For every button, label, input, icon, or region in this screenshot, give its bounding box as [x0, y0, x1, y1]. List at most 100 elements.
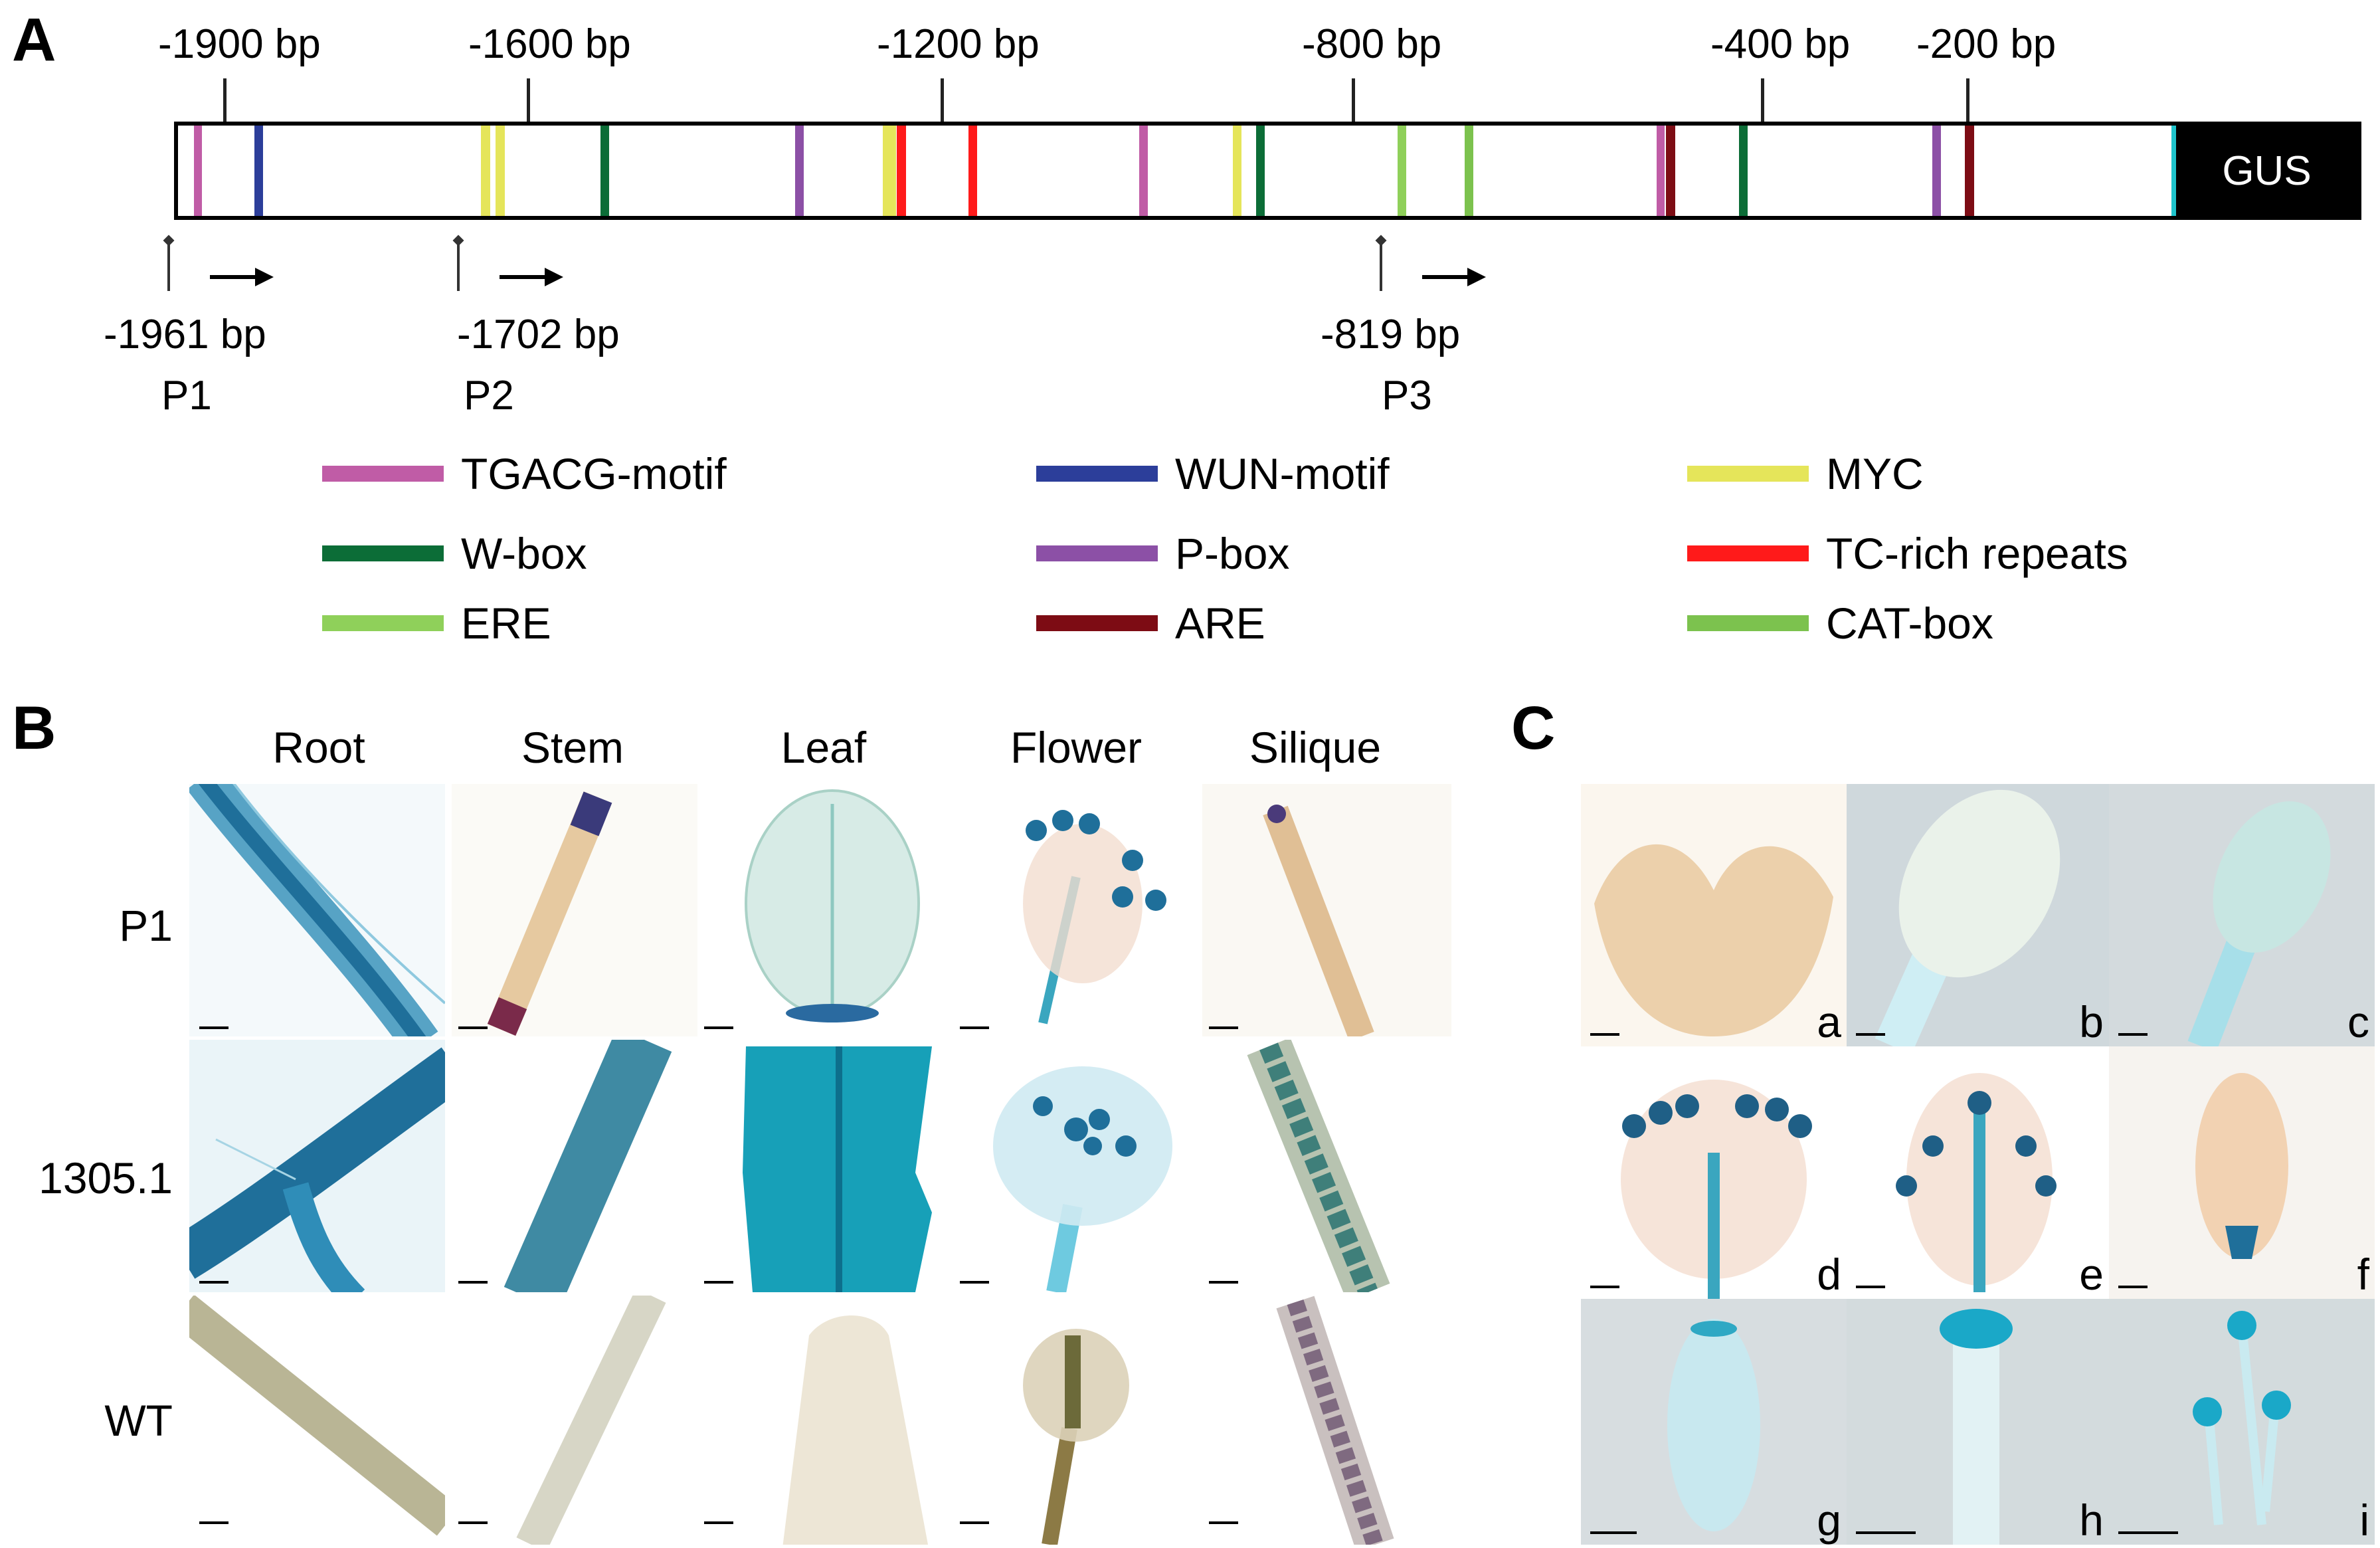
- p2-position: -1702 bp: [457, 312, 620, 357]
- p1-start-pin: [167, 241, 170, 291]
- photo-c-g: g: [1581, 1299, 1847, 1545]
- legend-pbox: P-box: [1036, 532, 1289, 575]
- scale-bar: [458, 1281, 488, 1284]
- legend-swatch: [1687, 545, 1809, 561]
- element-tgacg: [194, 126, 202, 216]
- scale-bar: [1856, 1033, 1885, 1036]
- coord-tick: [527, 78, 530, 124]
- scale-bar: [1856, 1286, 1885, 1288]
- coord-label-400: -400 bp: [1710, 21, 1851, 67]
- coord-label-800: -800 bp: [1302, 21, 1442, 67]
- photo-p1-flower: [950, 784, 1196, 1036]
- photo-c-c: c: [2109, 784, 2375, 1046]
- photo-p1-silique: [1202, 784, 1451, 1036]
- column-header-silique: Silique: [1249, 723, 1382, 772]
- legend-tc-rich: TC-rich repeats: [1687, 532, 2128, 575]
- legend-are: ARE: [1036, 601, 1265, 645]
- legend-label: P-box: [1175, 529, 1290, 578]
- element-wbox: [1739, 126, 1748, 216]
- element-are: [1965, 126, 1974, 216]
- legend-label: ERE: [461, 599, 551, 648]
- legend-swatch: [322, 615, 444, 631]
- p1-position: -1961 bp: [104, 312, 266, 357]
- row-label-p1: P1: [119, 901, 173, 950]
- photo-wt-flower: [950, 1296, 1196, 1545]
- silique-image: [1247, 1040, 1390, 1292]
- scale-bar: [704, 1281, 733, 1284]
- element-ere: [1398, 126, 1406, 216]
- stamen-image: [2193, 1311, 2291, 1525]
- photo-c-i: i: [2109, 1299, 2375, 1545]
- element-catbox: [1465, 126, 1473, 216]
- photo-1305-leaf: [703, 1040, 949, 1292]
- sublabel-a: a: [1817, 997, 1841, 1046]
- coord-tick: [1966, 78, 1969, 124]
- column-header-leaf: Leaf: [780, 723, 867, 772]
- coord-label-1600: -1600 bp: [468, 21, 631, 67]
- column-header-stem: Stem: [521, 723, 624, 772]
- sublabel-c: c: [2347, 997, 2369, 1046]
- leaf-image: [745, 789, 920, 1022]
- column-header-root: Root: [272, 723, 365, 772]
- scale-bar: [1590, 1033, 1619, 1036]
- p2-name: P2: [464, 373, 514, 419]
- photo-c-e: e: [1847, 1046, 2109, 1299]
- coord-tick: [941, 78, 944, 124]
- panel-c-letter: C: [1511, 694, 1556, 762]
- pistil-image: [1940, 1309, 2013, 1545]
- flower-image: [1896, 1073, 2057, 1292]
- silique-image: [1263, 805, 1374, 1036]
- flower-image: [1023, 810, 1166, 1024]
- legend-label: ARE: [1175, 599, 1265, 648]
- photo-wt-root: [189, 1296, 445, 1545]
- photo-1305-root: [189, 1040, 445, 1292]
- photo-1305-flower: [950, 1040, 1196, 1292]
- legend-swatch: [1036, 466, 1158, 482]
- bud-image: [2195, 1073, 2288, 1259]
- photo-1305-stem: [452, 1040, 697, 1292]
- scale-bar: [458, 1026, 488, 1029]
- legend-label: TGACG-motif: [461, 449, 727, 498]
- p1-name: P1: [161, 373, 212, 419]
- scale-bar: [1590, 1286, 1619, 1288]
- scale-bar: [2118, 1286, 2148, 1288]
- root-image: [189, 1047, 445, 1292]
- photo-c-a: a: [1581, 784, 1847, 1046]
- photo-p1-root: [189, 784, 445, 1036]
- p2-direction-arrow: [500, 268, 563, 286]
- p3-start-pin: [1380, 241, 1382, 291]
- scale-bar: [1856, 1531, 1916, 1534]
- coord-label-1200: -1200 bp: [877, 21, 1040, 67]
- photo-c-d: d: [1581, 1046, 1847, 1299]
- root-image: [189, 1296, 445, 1536]
- legend-swatch: [1687, 615, 1809, 631]
- photo-p1-leaf: [703, 784, 949, 1036]
- photo-wt-silique: [1202, 1296, 1451, 1545]
- scale-bar: [199, 1026, 229, 1029]
- legend-swatch: [1036, 615, 1158, 631]
- element-myc: [883, 126, 896, 216]
- scale-bar: [1209, 1026, 1238, 1029]
- scale-bar: [960, 1521, 989, 1524]
- photo-p1-stem: [452, 784, 697, 1036]
- p3-position: -819 bp: [1321, 312, 1461, 357]
- element-myc: [1233, 126, 1241, 216]
- legend-myc: MYC: [1687, 452, 1924, 496]
- sublabel-e: e: [2079, 1250, 2104, 1299]
- sublabel-h: h: [2079, 1496, 2104, 1545]
- p3-name: P3: [1382, 373, 1432, 419]
- legend-swatch: [1036, 545, 1158, 561]
- flower-image: [1023, 1329, 1129, 1545]
- coord-label-200: -200 bp: [1916, 21, 2057, 67]
- coord-label-1900: -1900 bp: [158, 21, 321, 67]
- legend-ere: ERE: [322, 601, 551, 645]
- element-myc: [481, 126, 490, 216]
- legend-label: MYC: [1826, 449, 1924, 498]
- element-wbox: [1256, 126, 1265, 216]
- bud-image: [1594, 844, 1833, 1036]
- legend-label: W-box: [461, 529, 587, 578]
- scale-bar: [1590, 1531, 1637, 1534]
- scale-bar: [2118, 1033, 2148, 1036]
- silique-image: [1276, 1296, 1394, 1545]
- scale-bar: [704, 1026, 733, 1029]
